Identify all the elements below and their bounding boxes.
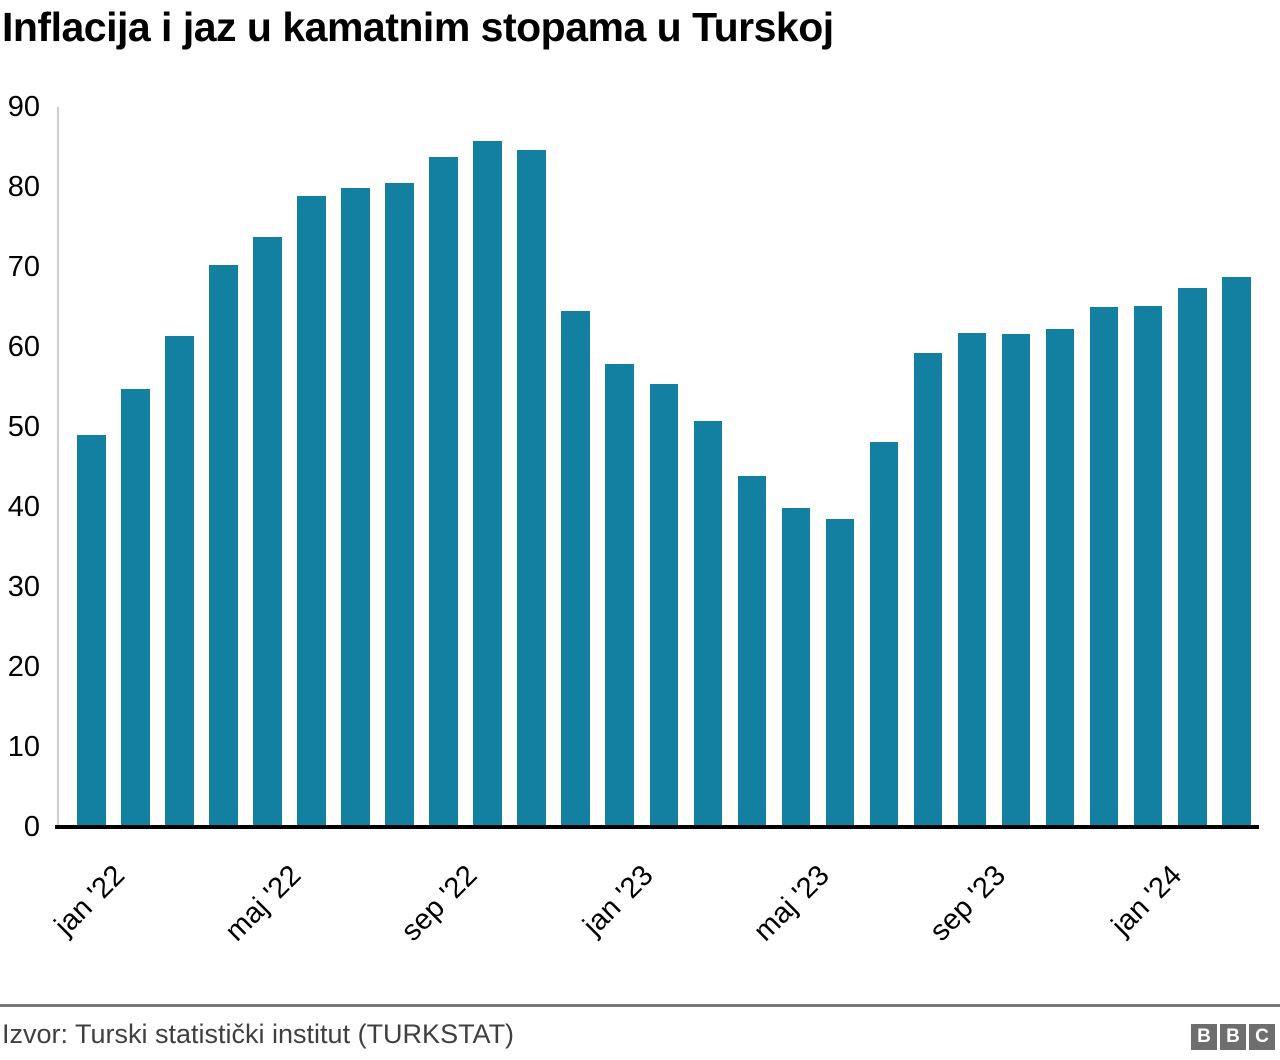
y-tick-label-70: 70	[7, 251, 40, 283]
y-tick-label-30: 30	[7, 571, 40, 603]
bar-maj22	[253, 237, 282, 825]
y-tick-label-60: 60	[7, 331, 40, 363]
bar-avg23	[913, 353, 943, 825]
bar-sep23	[957, 332, 987, 825]
bar-nov23	[1045, 329, 1075, 825]
footer-divider	[0, 1004, 1280, 1007]
bar-jul23	[869, 442, 899, 825]
bar-feb23	[649, 383, 679, 825]
bar-dec22	[561, 310, 590, 825]
bar-dec23	[1089, 306, 1119, 825]
bar-sep22	[429, 157, 458, 825]
plot-area	[55, 107, 1259, 829]
bar-feb24	[1178, 288, 1207, 825]
x-tick-label-jan22: jan '22	[48, 859, 132, 942]
x-axis-baseline	[55, 825, 1259, 829]
y-tick-label-40: 40	[7, 491, 40, 523]
bar-nov22	[517, 149, 546, 825]
y-tick-label-0: 0	[23, 811, 40, 843]
bar-mar22	[165, 335, 194, 825]
bar-okt23	[1001, 334, 1031, 825]
bar-jun23	[825, 519, 855, 825]
bbc-logo-block-1: B	[1191, 1024, 1217, 1050]
bar-jun22	[297, 196, 326, 825]
bar-feb22	[121, 389, 150, 825]
bar-jul22	[341, 188, 370, 825]
bar-avg22	[385, 183, 414, 825]
bar-jan23	[605, 363, 634, 825]
bar-mar24	[1222, 277, 1251, 825]
source-text: Izvor: Turski statistički institut (TURK…	[2, 1019, 515, 1049]
bbc-logo-block-2: B	[1220, 1024, 1246, 1050]
chart-title: Inflacija i jaz u kamatnim stopama u Tur…	[2, 4, 834, 50]
y-tick-label-20: 20	[7, 651, 40, 683]
y-axis-line	[57, 107, 59, 825]
bar-apr22	[209, 265, 238, 825]
bar-maj23	[781, 508, 811, 825]
bar-apr23	[737, 475, 767, 825]
bar-mar23	[693, 420, 723, 825]
y-tick-label-80: 80	[7, 171, 40, 203]
bbc-logo-block-3: C	[1249, 1024, 1275, 1050]
y-tick-label-50: 50	[7, 411, 40, 443]
bar-jan22	[77, 435, 106, 825]
y-tick-label-10: 10	[7, 731, 40, 763]
bar-jan24	[1133, 306, 1163, 825]
bar-okt22	[473, 140, 502, 825]
y-tick-label-90: 90	[7, 91, 40, 123]
